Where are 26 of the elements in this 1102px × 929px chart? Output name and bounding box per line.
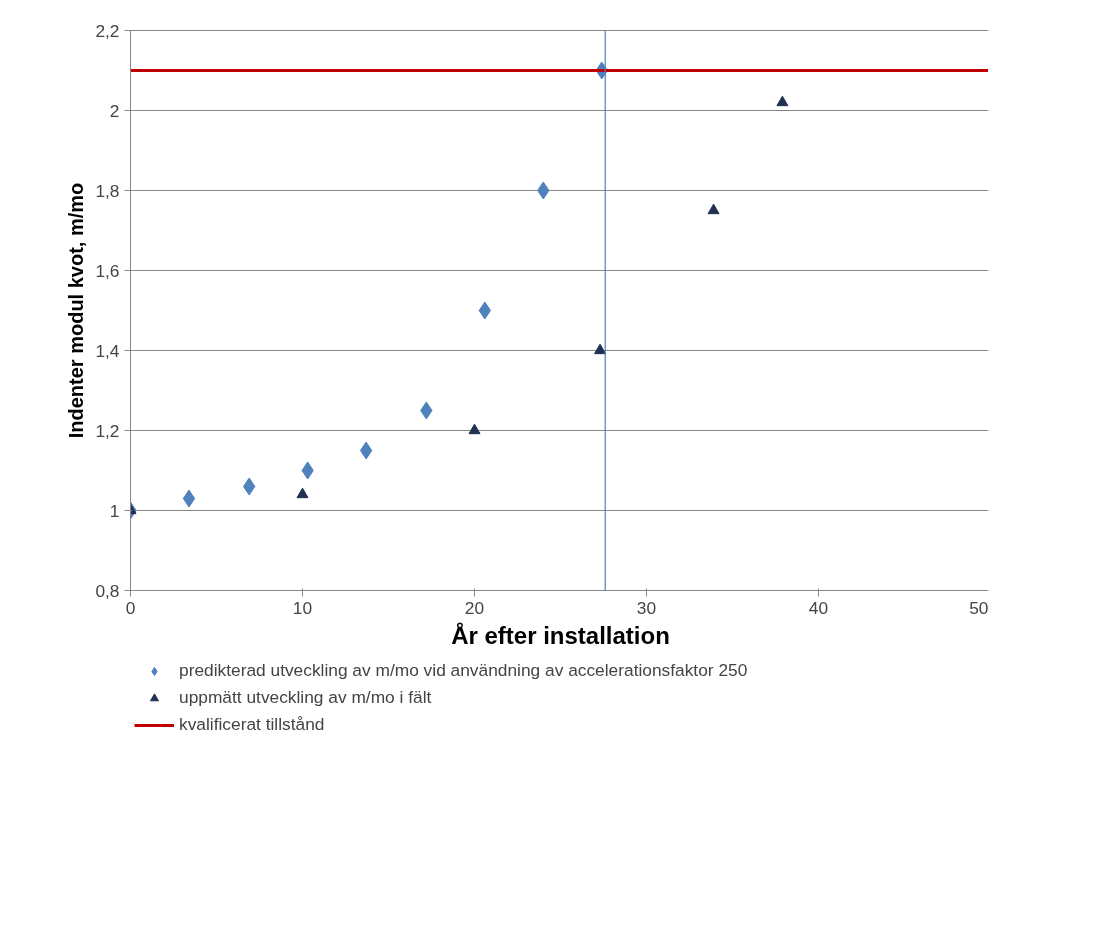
point xyxy=(296,487,309,499)
y-tick-label: 1,4 xyxy=(95,340,120,361)
x-tick-label: 0 xyxy=(125,597,136,618)
x-tick-label: 20 xyxy=(464,597,485,618)
x-axis-title: År efter installation xyxy=(451,621,670,649)
legend-label: uppmätt utveckling av m/mo i fält xyxy=(179,687,432,708)
point xyxy=(707,203,720,215)
x-tick-label: 40 xyxy=(808,597,829,618)
y-tick-label: 1,8 xyxy=(95,180,120,201)
point xyxy=(468,423,481,435)
y-tick-label: 1,6 xyxy=(95,260,120,281)
point xyxy=(359,441,373,460)
y-tick-label: 2 xyxy=(109,100,120,121)
legend-label: kvalificerat tillstånd xyxy=(179,714,325,735)
y-axis-title: Indenter modul kvot, m/mo xyxy=(65,182,88,439)
y-tick-label: 0,8 xyxy=(95,580,120,601)
legend-label: predikterad utveckling av m/mo vid användning av accelerationsfaktor 250 xyxy=(179,660,748,681)
y-tick-label: 2,2 xyxy=(95,20,120,41)
x-tick-label: 50 xyxy=(969,597,989,618)
x-tick-label: 10 xyxy=(292,597,313,618)
point xyxy=(594,343,607,355)
y-tick-label: 1 xyxy=(109,500,120,521)
point xyxy=(182,489,196,508)
y-tick-label: 1,2 xyxy=(95,420,120,441)
x-tick-label: 30 xyxy=(636,597,657,618)
point xyxy=(776,95,789,107)
